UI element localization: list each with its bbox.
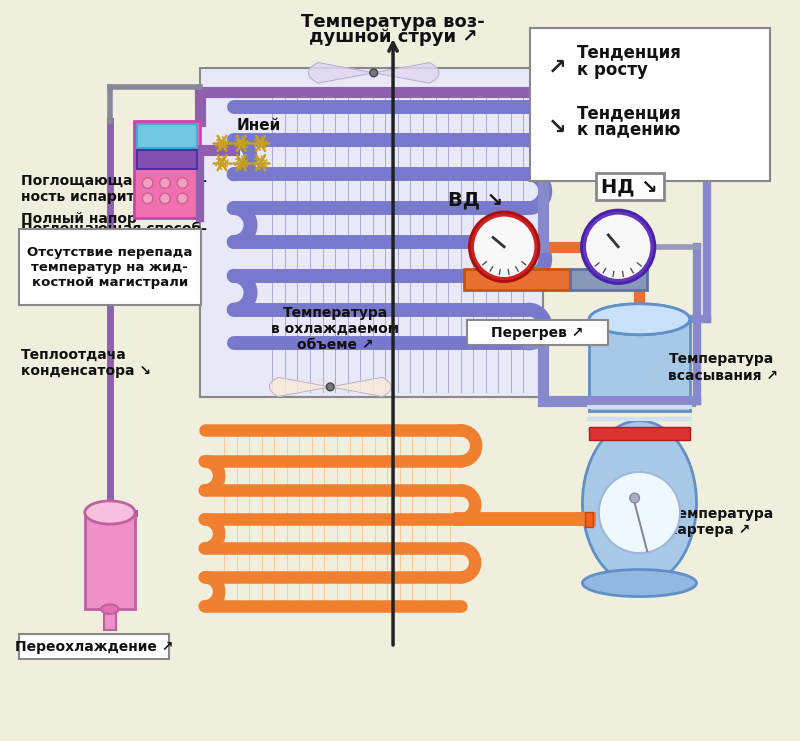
Text: Тенденция: Тенденция	[577, 104, 682, 122]
Circle shape	[142, 193, 153, 204]
Text: душной струи ↗: душной струи ↗	[309, 28, 478, 46]
FancyBboxPatch shape	[463, 269, 570, 290]
Circle shape	[177, 193, 188, 204]
FancyBboxPatch shape	[586, 511, 593, 527]
Circle shape	[470, 212, 539, 282]
FancyBboxPatch shape	[467, 320, 607, 345]
Ellipse shape	[102, 605, 118, 614]
Polygon shape	[309, 63, 374, 83]
Text: к падению: к падению	[577, 121, 680, 139]
Ellipse shape	[85, 501, 135, 524]
Circle shape	[474, 216, 535, 278]
FancyBboxPatch shape	[570, 269, 647, 290]
Text: НД ↘: НД ↘	[602, 177, 658, 196]
Ellipse shape	[590, 304, 690, 335]
FancyBboxPatch shape	[137, 124, 197, 148]
Text: ↗: ↗	[548, 57, 566, 77]
Text: к росту: к росту	[577, 61, 647, 79]
Text: Температура
картера ↗: Температура картера ↗	[669, 507, 774, 537]
Text: Температура
всасывания ↗: Температура всасывания ↗	[669, 353, 778, 382]
FancyBboxPatch shape	[137, 150, 197, 170]
Polygon shape	[270, 377, 330, 396]
Text: Переохлаждение ↗: Переохлаждение ↗	[14, 639, 173, 654]
Ellipse shape	[582, 570, 697, 597]
Text: ВД ↘: ВД ↘	[448, 191, 502, 210]
Text: Иней: Иней	[237, 119, 281, 133]
FancyBboxPatch shape	[19, 634, 169, 659]
Circle shape	[582, 210, 655, 284]
Text: Перегрев ↗: Перегрев ↗	[491, 326, 584, 340]
Polygon shape	[330, 377, 391, 396]
FancyBboxPatch shape	[596, 173, 664, 200]
FancyBboxPatch shape	[590, 427, 690, 440]
Text: Тенденция: Тенденция	[577, 44, 682, 62]
Text: Отсутствие перепада
температур на жид-
костной магистрали: Отсутствие перепада температур на жид- к…	[27, 245, 193, 288]
Text: Полный напор
на испарителе ↗: Полный напор на испарителе ↗	[21, 268, 155, 299]
FancyBboxPatch shape	[104, 609, 116, 631]
FancyBboxPatch shape	[19, 230, 201, 305]
Ellipse shape	[582, 421, 697, 585]
FancyBboxPatch shape	[590, 319, 690, 411]
Text: Теплоотдача
конденсатора ↘: Теплоотдача конденсатора ↘	[21, 348, 151, 378]
Circle shape	[142, 178, 153, 188]
Circle shape	[586, 214, 651, 279]
Text: Поглощающая способ-
ность испарителя ↘: Поглощающая способ- ность испарителя ↘	[21, 173, 207, 204]
Circle shape	[160, 178, 170, 188]
FancyBboxPatch shape	[85, 513, 135, 609]
Circle shape	[177, 178, 188, 188]
Text: Поглощающая способ-
ность испарителя ↘: Поглощающая способ- ность испарителя ↘	[21, 222, 207, 252]
Polygon shape	[374, 63, 439, 83]
Text: Полный напор
на испарителе ↗: Полный напор на испарителе ↗	[21, 213, 155, 242]
Circle shape	[370, 69, 378, 77]
Ellipse shape	[590, 304, 690, 335]
Text: Температура
в охлаждаемом
объеме ↗: Температура в охлаждаемом объеме ↗	[271, 306, 399, 352]
FancyBboxPatch shape	[134, 122, 200, 218]
Text: Температура воз-: Температура воз-	[301, 13, 485, 30]
FancyBboxPatch shape	[200, 68, 543, 396]
Circle shape	[326, 383, 334, 391]
Circle shape	[630, 494, 639, 503]
Text: ↘: ↘	[548, 118, 566, 138]
Circle shape	[160, 193, 170, 204]
Circle shape	[599, 472, 680, 553]
FancyBboxPatch shape	[530, 28, 770, 181]
